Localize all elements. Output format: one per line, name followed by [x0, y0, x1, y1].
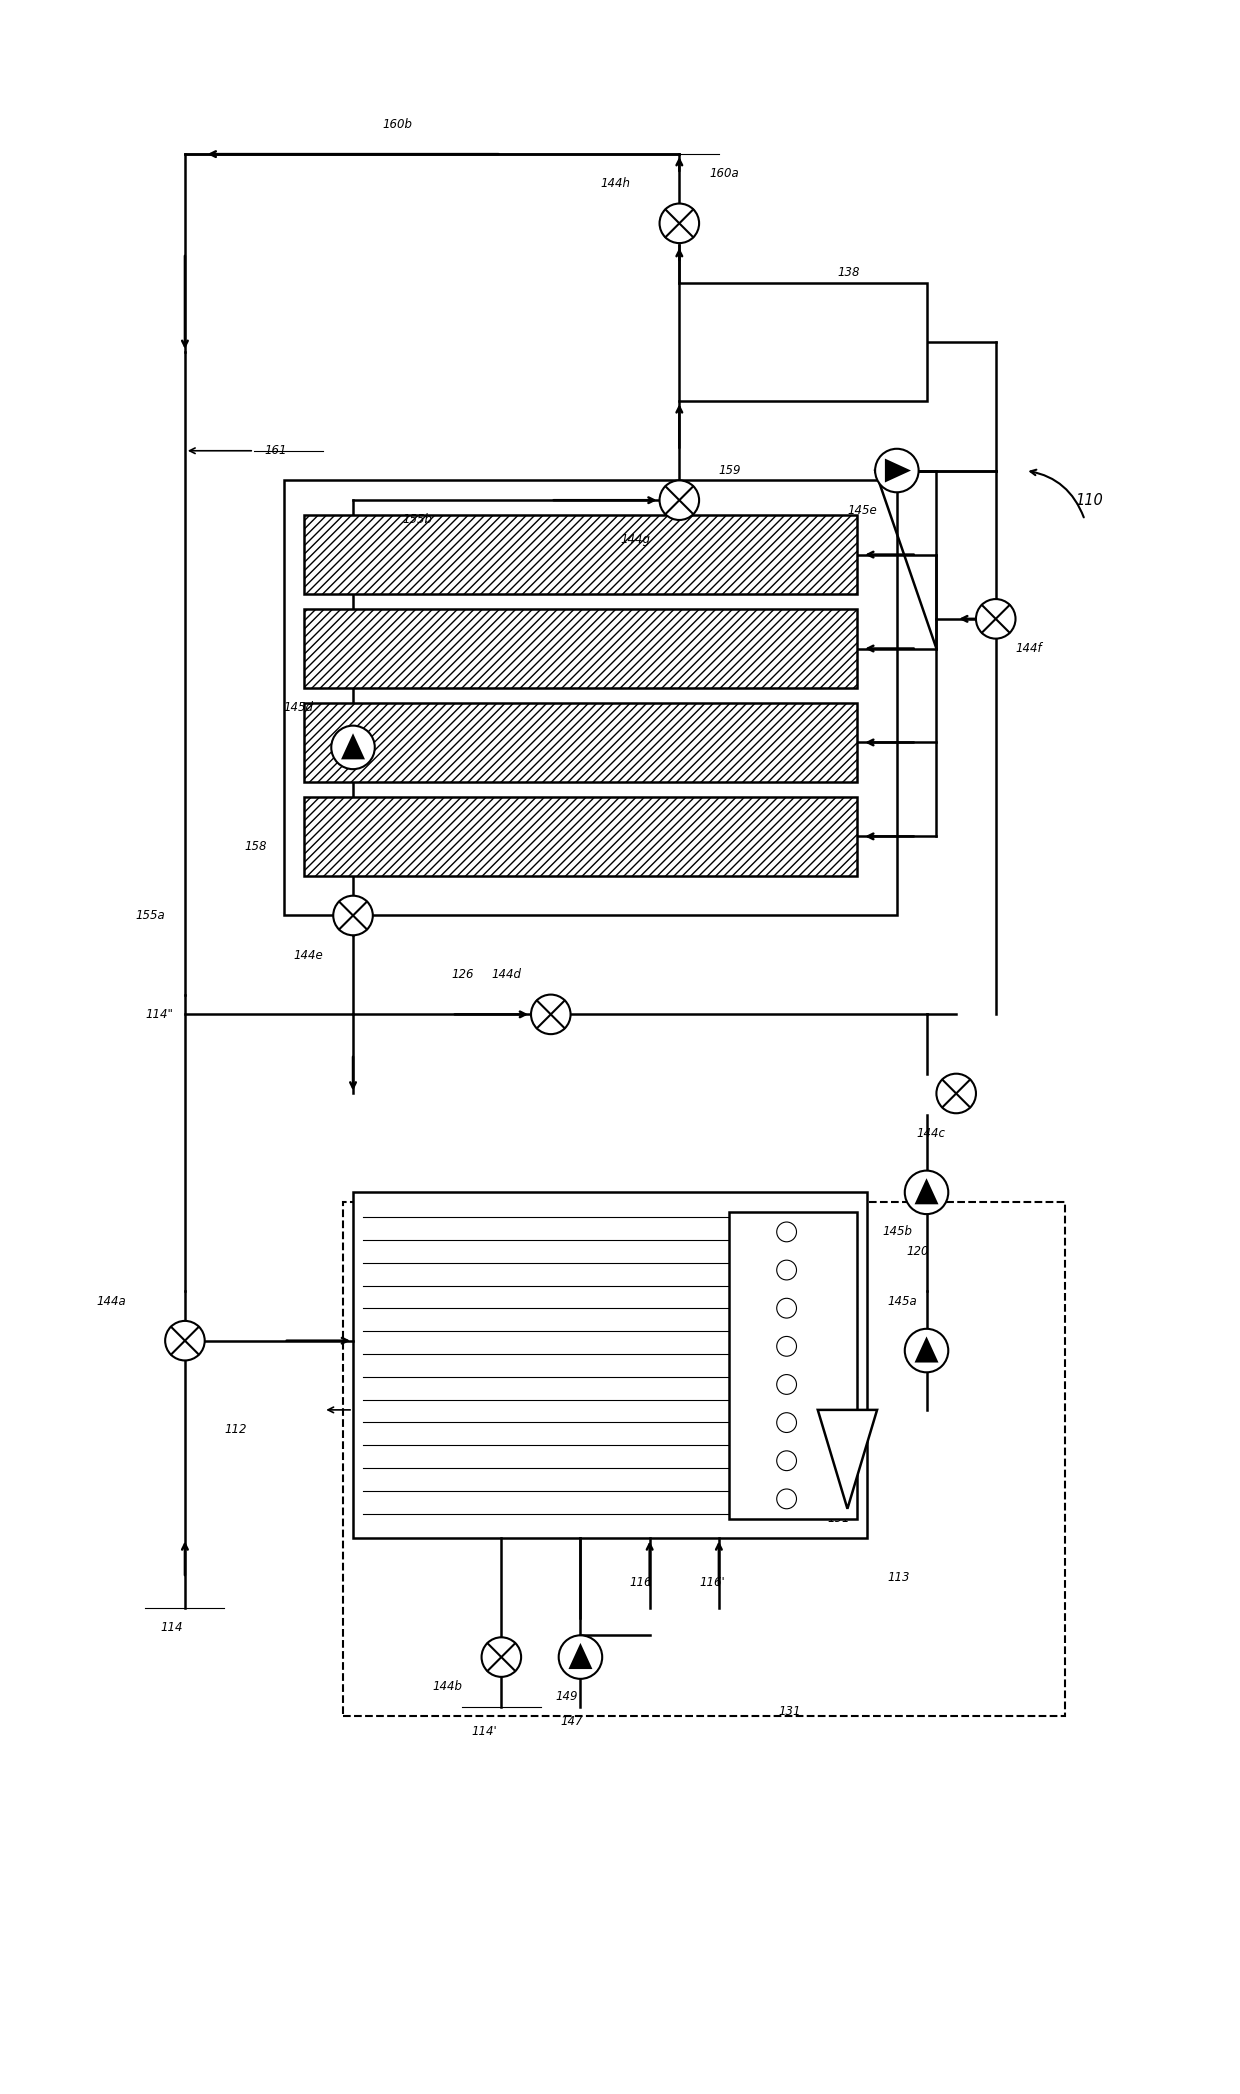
Polygon shape — [341, 733, 365, 760]
Text: 144d: 144d — [491, 967, 522, 982]
Polygon shape — [915, 1179, 939, 1204]
Text: 112: 112 — [224, 1424, 247, 1436]
Bar — [729, 1212, 857, 1518]
Text: 144h: 144h — [600, 178, 630, 191]
Text: 149: 149 — [556, 1690, 578, 1702]
Bar — [284, 480, 897, 915]
Circle shape — [905, 1171, 949, 1215]
Circle shape — [531, 995, 570, 1034]
Bar — [304, 515, 857, 595]
Bar — [304, 609, 857, 689]
Polygon shape — [885, 459, 911, 482]
Text: 144g: 144g — [620, 534, 650, 547]
Circle shape — [660, 480, 699, 519]
Text: 160a: 160a — [709, 168, 739, 180]
Text: 161: 161 — [264, 444, 286, 456]
Circle shape — [976, 599, 1016, 639]
Text: 114': 114' — [471, 1725, 497, 1738]
Polygon shape — [915, 1336, 939, 1363]
Circle shape — [334, 896, 373, 936]
Text: 131: 131 — [779, 1705, 801, 1717]
Polygon shape — [568, 1644, 593, 1669]
Polygon shape — [817, 1409, 877, 1510]
Text: 158: 158 — [244, 840, 267, 852]
Circle shape — [875, 448, 919, 492]
Text: 116: 116 — [630, 1577, 652, 1589]
Circle shape — [660, 203, 699, 243]
Text: 116': 116' — [699, 1577, 725, 1589]
Text: 126: 126 — [451, 967, 475, 982]
Text: 151: 151 — [827, 1512, 851, 1524]
Text: 159: 159 — [719, 465, 742, 477]
Circle shape — [936, 1074, 976, 1114]
Bar — [304, 798, 857, 875]
Text: 145e: 145e — [847, 503, 877, 517]
Bar — [680, 283, 926, 402]
Text: 144e: 144e — [294, 949, 324, 961]
Text: 145d: 145d — [284, 701, 314, 714]
Text: 110: 110 — [1075, 492, 1102, 507]
Text: 114: 114 — [160, 1621, 182, 1633]
Text: 120: 120 — [906, 1246, 929, 1258]
Text: 147: 147 — [560, 1715, 583, 1728]
Text: 155a: 155a — [135, 909, 165, 921]
Text: 144b: 144b — [432, 1679, 463, 1694]
Circle shape — [165, 1321, 205, 1361]
Circle shape — [559, 1635, 603, 1679]
Text: 155b: 155b — [403, 513, 433, 526]
Circle shape — [481, 1638, 521, 1677]
Bar — [343, 1202, 1065, 1717]
Bar — [353, 1191, 867, 1539]
Text: 145b: 145b — [882, 1225, 913, 1238]
Text: 113: 113 — [887, 1570, 909, 1585]
Text: 145a: 145a — [887, 1294, 916, 1307]
Text: 144c: 144c — [916, 1127, 946, 1139]
Circle shape — [905, 1330, 949, 1372]
Text: 144f: 144f — [1016, 643, 1042, 655]
Text: 138: 138 — [837, 266, 861, 279]
Bar — [304, 704, 857, 781]
Text: 144a: 144a — [95, 1294, 125, 1307]
Text: 160b: 160b — [383, 117, 413, 132]
Text: 114": 114" — [145, 1007, 174, 1022]
Circle shape — [331, 727, 374, 768]
